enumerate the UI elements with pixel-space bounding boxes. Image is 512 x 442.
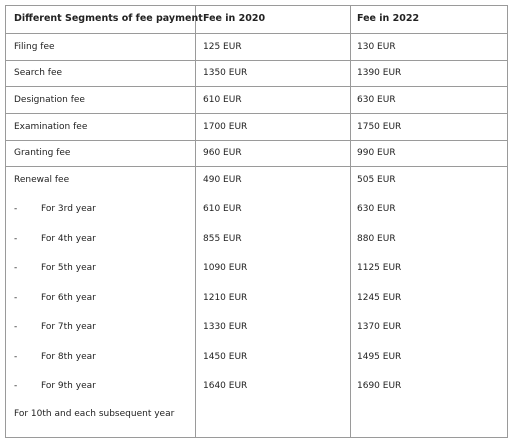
fee-cell: 1245 EUR [357, 292, 402, 303]
fee-cell: 1090 EUR [203, 263, 248, 273]
fee-cell: 1450 EUR [203, 351, 248, 362]
dash-marker: - [14, 263, 18, 273]
fee-cell: 130 EUR [357, 41, 396, 52]
fee-cell: 1495 EUR [357, 351, 402, 362]
fee-cell: 1125 EUR [357, 263, 402, 273]
dash-marker: - [14, 292, 18, 303]
year-label: For 8th year [41, 351, 96, 362]
segment-label: Granting fee [14, 148, 71, 158]
segment-label: Designation fee [14, 94, 85, 105]
year-label: For 7th year [41, 322, 96, 332]
year-label: For 4th year [41, 233, 96, 244]
segment-label: Filing fee [14, 41, 55, 52]
fee-cell: 1210 EUR [203, 292, 248, 303]
segment-label: Renewal fee [14, 175, 70, 185]
fee-cell: 610 EUR [203, 204, 242, 214]
fee-cell: 610 EUR [203, 94, 242, 105]
fee-cell: 1370 EUR [357, 322, 402, 332]
dash-marker: - [14, 233, 18, 244]
fee-cell: 855 EUR [203, 233, 242, 244]
fee-cell: 505 EUR [357, 175, 396, 185]
year-label: For 6th year [41, 292, 96, 303]
fee-cell: 1330 EUR [203, 322, 248, 332]
column-header: Fee in 2022 [357, 13, 420, 24]
dash-marker: - [14, 322, 18, 332]
fee-cell: 1700 EUR [203, 121, 248, 132]
segment-label: For 10th and each subsequent year [14, 409, 175, 419]
fee-cell: 1350 EUR [203, 68, 248, 78]
fee-cell: 960 EUR [203, 148, 242, 158]
fee-cell: 990 EUR [357, 148, 396, 158]
fee-cell: 630 EUR [357, 94, 396, 105]
year-label: For 5th year [41, 263, 96, 273]
table-cell [5, 166, 196, 438]
fee-cell: 1390 EUR [357, 68, 402, 78]
column-header: Fee in 2020 [203, 13, 266, 24]
fee-cell: 1750 EUR [357, 121, 402, 132]
fee-cell: 125 EUR [203, 41, 242, 52]
segment-label: Search fee [14, 68, 63, 78]
fee-cell: 1640 EUR [203, 381, 248, 391]
dash-marker: - [14, 204, 18, 214]
fee-cell: 630 EUR [357, 204, 396, 214]
fee-cell: 490 EUR [203, 175, 242, 185]
segment-label: Examination fee [14, 121, 88, 132]
column-header: Different Segments of fee payment [14, 13, 203, 24]
fee-cell: 880 EUR [357, 233, 396, 244]
fee-cell: 1690 EUR [357, 381, 402, 391]
dash-marker: - [14, 351, 18, 362]
table-cell [350, 166, 508, 438]
dash-marker: - [14, 381, 18, 391]
year-label: For 3rd year [41, 204, 96, 214]
year-label: For 9th year [41, 381, 96, 391]
